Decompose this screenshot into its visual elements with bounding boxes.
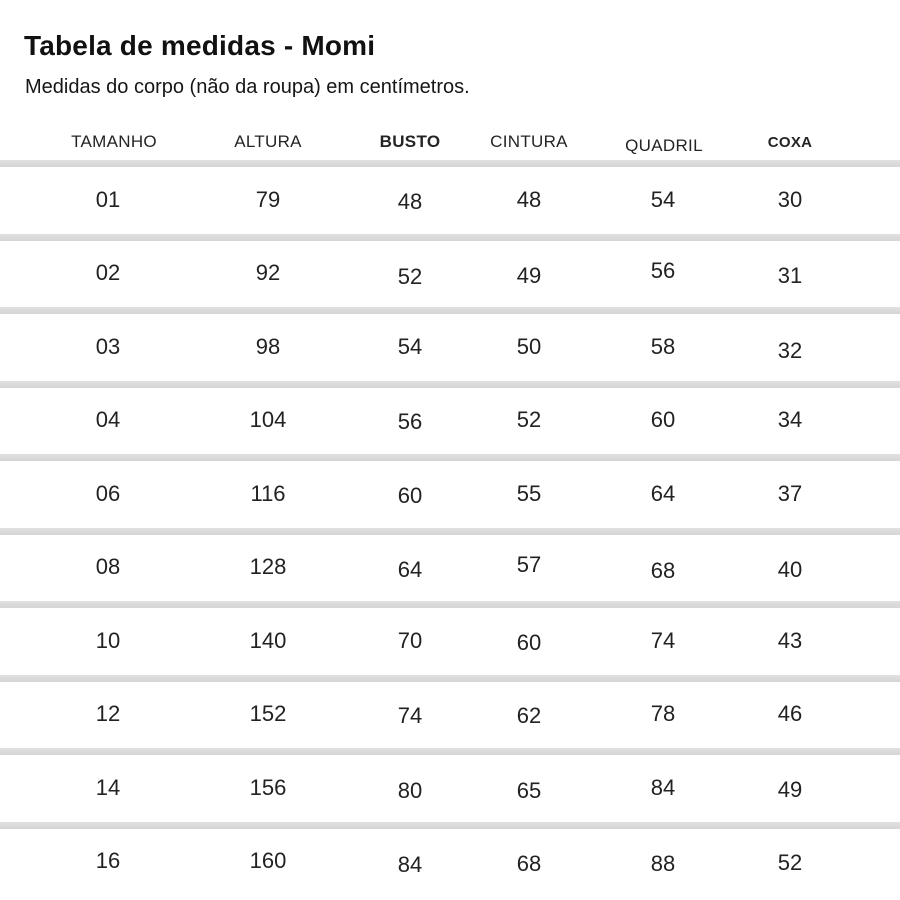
cell-quadril: 60 [650,407,676,433]
cell-tamanho: 06 [95,480,121,506]
cell-altura: 140 [249,627,287,653]
cell-altura: 128 [249,554,287,580]
column-header-cintura: CINTURA [490,132,568,151]
column-header-tamanho: TAMANHO [71,132,157,151]
cell-cintura: 52 [516,407,542,433]
cell-cintura: 65 [516,777,542,803]
page-subtitle: Medidas do corpo (não da roupa) em centí… [25,76,470,98]
column-header-busto: BUSTO [379,132,441,151]
cell-tamanho: 03 [95,333,121,359]
cell-coxa: 32 [777,337,803,363]
cell-cintura: 62 [516,703,542,729]
cell-busto: 60 [397,482,423,508]
cell-busto: 84 [397,852,423,878]
cell-quadril: 54 [650,186,676,212]
table-row: 03 98 54 50 58 32 [0,307,900,381]
cell-quadril: 68 [650,558,676,584]
cell-busto: 70 [397,627,423,653]
cell-busto: 80 [397,777,423,803]
cell-coxa: 34 [777,407,803,433]
row-divider [0,748,900,755]
cell-cintura: 48 [516,186,542,212]
cell-altura: 92 [255,260,281,286]
cell-busto: 54 [397,333,423,359]
column-header-quadril: QUADRIL [625,136,703,155]
row-divider [0,160,900,167]
cell-tamanho: 01 [95,186,121,212]
page-title: Tabela de medidas - Momi [24,30,376,61]
table-row: 01 79 48 48 54 30 [0,160,900,234]
cell-busto: 52 [397,264,423,290]
table-row: 12 152 74 62 78 46 [0,674,900,749]
row-divider [0,233,900,241]
cell-coxa: 43 [777,627,803,653]
cell-cintura: 68 [516,851,542,877]
cell-coxa: 31 [777,263,803,289]
cell-coxa: 30 [777,186,803,212]
table-row: 14 156 80 65 84 49 [0,748,900,822]
cell-cintura: 50 [516,333,542,359]
row-divider [0,527,900,535]
cell-coxa: 40 [777,557,803,583]
cell-quadril: 74 [650,627,676,653]
cell-tamanho: 08 [95,554,121,580]
column-header-altura: ALTURA [234,132,302,151]
table-row: 10 140 70 60 74 43 [0,601,900,675]
cell-busto: 56 [397,409,423,435]
cell-altura: 156 [249,774,287,800]
row-divider [0,454,900,461]
row-divider [0,821,900,829]
cell-quadril: 78 [650,701,676,727]
cell-coxa: 52 [777,850,803,876]
table-row: 02 92 52 49 56 31 [0,233,900,308]
cell-coxa: 37 [777,480,803,506]
cell-cintura: 57 [516,552,542,578]
cell-tamanho: 10 [95,627,121,653]
table-header-row: TAMANHO ALTURA BUSTO CINTURA QUADRIL COX… [0,126,900,160]
column-header-coxa: COXA [767,134,813,151]
row-divider [0,380,900,388]
cell-altura: 152 [249,701,287,727]
cell-quadril: 84 [650,774,676,800]
cell-quadril: 64 [650,480,676,506]
row-divider [0,601,900,608]
table-row: 06 116 60 55 64 37 [0,454,900,528]
cell-altura: 116 [250,480,286,506]
cell-coxa: 46 [777,701,803,727]
row-divider [0,674,900,682]
cell-coxa: 49 [777,776,803,802]
cell-altura: 104 [249,407,287,433]
cell-cintura: 55 [516,480,542,506]
row-divider [0,307,900,314]
table-body: 01 79 48 48 54 30 02 92 52 49 56 31 03 9… [0,160,900,895]
table-row: 16 160 84 68 88 52 [0,821,900,896]
cell-altura: 160 [249,848,287,874]
cell-tamanho: 16 [95,848,121,874]
cell-quadril: 88 [650,851,676,877]
cell-busto: 64 [397,557,423,583]
cell-quadril: 56 [650,258,676,284]
table-row: 08 128 64 57 68 40 [0,527,900,602]
cell-busto: 48 [397,188,423,214]
cell-tamanho: 04 [95,407,121,433]
cell-altura: 98 [255,333,281,359]
cell-altura: 79 [255,186,281,212]
cell-tamanho: 02 [95,260,121,286]
cell-tamanho: 12 [95,701,121,727]
cell-tamanho: 14 [95,774,121,800]
cell-cintura: 60 [516,629,542,655]
cell-busto: 74 [397,703,423,729]
table-row: 04 104 56 52 60 34 [0,380,900,455]
cell-quadril: 58 [650,333,676,359]
cell-cintura: 49 [516,263,542,289]
